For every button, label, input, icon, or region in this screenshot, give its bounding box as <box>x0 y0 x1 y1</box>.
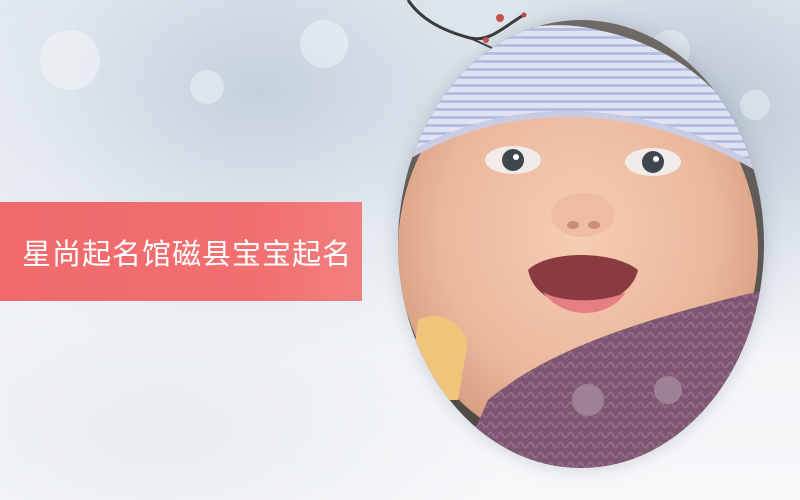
bokeh-light <box>300 20 348 68</box>
title-banner: 星尚起名馆磁县宝宝起名 <box>0 202 362 301</box>
bokeh-light <box>740 90 770 120</box>
bud-icon <box>496 14 504 22</box>
bud-icon <box>483 37 489 43</box>
baby-portrait <box>398 20 764 468</box>
bokeh-light <box>190 70 224 104</box>
bokeh-light <box>40 30 100 90</box>
branch-decoration <box>406 0 527 49</box>
bud-icon <box>521 12 527 18</box>
banner-title: 星尚起名馆磁县宝宝起名 <box>22 236 353 271</box>
